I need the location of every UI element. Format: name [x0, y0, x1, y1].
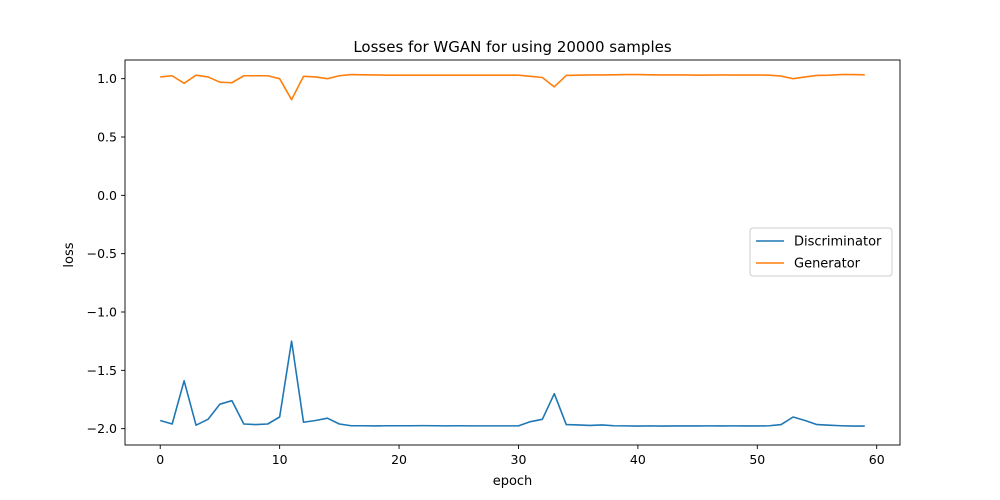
x-axis: 0 10 20 30 40 50 60 — [156, 445, 885, 467]
series-line-discriminator — [160, 340, 865, 427]
axes-frame — [124, 59, 901, 446]
x-tick-label: 40 — [630, 452, 646, 467]
legend: Discriminator Generator — [749, 227, 893, 277]
y-tick-label: 0.5 — [97, 130, 117, 145]
legend-box — [749, 227, 893, 277]
y-axis-label: loss — [62, 242, 77, 267]
y-axis: −2.0 −1.5 −1.0 −0.5 0.0 0.5 1.0 — [87, 71, 125, 436]
x-tick-label: 20 — [391, 452, 407, 467]
y-tick-label: −1.5 — [87, 363, 117, 378]
x-tick-label: 10 — [272, 452, 288, 467]
plot-area — [124, 59, 901, 446]
y-tick-label: −0.5 — [87, 246, 117, 261]
y-tick-label: 0.0 — [97, 188, 117, 203]
x-axis-label: epoch — [493, 474, 533, 489]
y-tick-label: −1.0 — [87, 305, 117, 320]
x-tick-label: 30 — [511, 452, 527, 467]
legend-label: Generator — [794, 257, 861, 272]
x-tick-label: 50 — [749, 452, 765, 467]
series-line-generator — [160, 73, 865, 101]
series-lines — [160, 73, 865, 427]
y-tick-label: 1.0 — [97, 71, 117, 86]
x-tick-label: 0 — [156, 452, 164, 467]
legend-label: Discriminator — [794, 235, 882, 250]
x-tick-label: 60 — [869, 452, 885, 467]
chart-title: Losses for WGAN for using 20000 samples — [353, 38, 672, 56]
y-tick-label: −2.0 — [87, 421, 117, 436]
